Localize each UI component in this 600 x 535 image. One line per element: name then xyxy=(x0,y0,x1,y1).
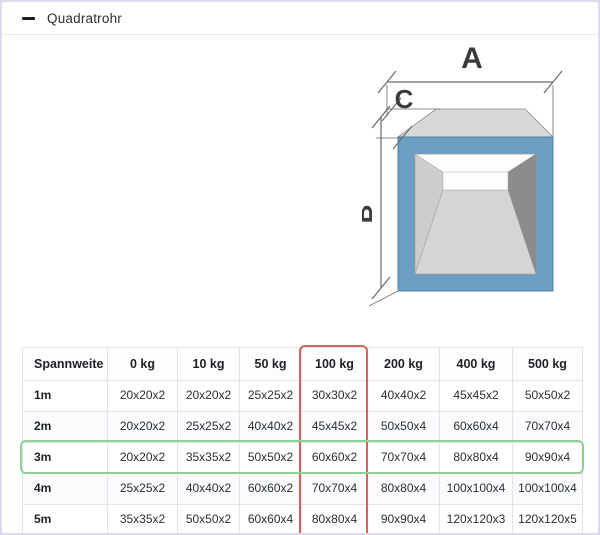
value-cell[interactable]: 40x40x2 xyxy=(239,411,302,443)
value-cell[interactable]: 35x35x2 xyxy=(177,441,240,474)
value-cell[interactable]: 20x20x2 xyxy=(107,411,178,443)
value-cell[interactable]: 35x35x2 xyxy=(107,503,178,533)
value-cell[interactable]: 70x70x4 xyxy=(367,441,440,474)
value-cell[interactable]: 40x40x2 xyxy=(367,380,440,413)
value-cell[interactable]: 100x100x4 xyxy=(439,472,513,505)
load-column-header[interactable]: 0 kg xyxy=(107,346,178,382)
table-row[interactable]: 1m 20x20x2 20x20x2 25x25x2 30x30x2 40x40x2 45x… xyxy=(22,380,583,413)
table-row[interactable]: 5m 35x35x2 50x50x2 60x60x4 80x80x4 90x90x4 120… xyxy=(22,503,583,533)
value-cell[interactable]: 100x100x4 xyxy=(512,472,583,505)
table-row[interactable]: 3m 20x20x2 35x35x2 50x50x2 60x60x2 70x70x4 80x… xyxy=(22,441,583,474)
table-wrap: Spannweite 0 kg 10 kg 50 kg 100 kg 200 kg 400 … xyxy=(20,345,584,533)
row-label-cell[interactable]: 2m xyxy=(22,411,108,443)
row-label-cell[interactable]: 1m xyxy=(22,380,108,413)
value-cell[interactable]: 25x25x2 xyxy=(239,380,302,413)
dimension-label-c: C xyxy=(395,84,414,114)
table-row[interactable]: 4m 25x25x2 40x40x2 60x60x2 70x70x4 80x80x4 100… xyxy=(22,472,583,505)
row-label-cell[interactable]: 4m xyxy=(22,472,108,505)
value-cell[interactable]: 70x70x4 xyxy=(301,472,368,505)
value-cell[interactable]: 60x60x2 xyxy=(239,472,302,505)
square-tube-svg: A C B xyxy=(348,42,563,307)
dimension-b-lines xyxy=(368,105,399,307)
value-cell[interactable]: 20x20x2 xyxy=(177,380,240,413)
dimension-label-b: B xyxy=(362,205,378,224)
value-cell[interactable]: 40x40x2 xyxy=(177,472,240,505)
table-row[interactable]: 2m 20x20x2 25x25x2 40x40x2 45x45x2 50x50x4 60x… xyxy=(22,411,583,443)
value-cell[interactable]: 50x50x2 xyxy=(512,380,583,413)
value-cell[interactable]: 30x30x2 xyxy=(301,380,368,413)
value-cell[interactable]: 80x80x4 xyxy=(301,503,368,533)
value-cell[interactable]: 120x120x3 xyxy=(439,503,513,533)
dimension-label-a: A xyxy=(461,42,483,75)
value-cell[interactable]: 50x50x2 xyxy=(177,503,240,533)
load-column-header[interactable]: 400 kg xyxy=(439,346,513,382)
value-cell[interactable]: 50x50x2 xyxy=(239,441,302,474)
square-tube-diagram: A C B xyxy=(348,38,594,307)
value-cell[interactable]: 120x120x5 xyxy=(512,503,583,533)
load-column-header[interactable]: 500 kg xyxy=(512,346,583,382)
spannweite-header[interactable]: Spannweite xyxy=(22,346,108,382)
value-cell[interactable]: 50x50x4 xyxy=(367,411,440,443)
row-label-cell[interactable]: 3m xyxy=(22,441,108,474)
dimension-c-lines xyxy=(376,97,440,150)
dimension-a-lines xyxy=(377,70,563,136)
row-label-cell[interactable]: 5m xyxy=(22,503,108,533)
tube-top-face xyxy=(396,108,554,138)
data-table: Spannweite 0 kg 10 kg 50 kg 100 kg 200 kg 400 … xyxy=(22,346,583,533)
load-column-header[interactable]: 50 kg xyxy=(239,346,302,382)
panel-title: Quadratrohr xyxy=(47,10,122,26)
value-cell[interactable]: 45x45x2 xyxy=(301,411,368,443)
value-cell[interactable]: 60x60x4 xyxy=(239,503,302,533)
value-cell[interactable]: 60x60x4 xyxy=(439,411,513,443)
tube-back-opening xyxy=(442,171,509,191)
value-cell[interactable]: 20x20x2 xyxy=(107,380,178,413)
value-cell[interactable]: 45x45x2 xyxy=(439,380,513,413)
load-column-header[interactable]: 10 kg xyxy=(177,346,240,382)
value-cell[interactable]: 80x80x4 xyxy=(367,472,440,505)
value-cell[interactable]: 70x70x4 xyxy=(512,411,583,443)
load-column-header[interactable]: 100 kg xyxy=(301,346,368,382)
value-cell[interactable]: 25x25x2 xyxy=(177,411,240,443)
value-cell[interactable]: 60x60x2 xyxy=(301,441,368,474)
load-column-header[interactable]: 200 kg xyxy=(367,346,440,382)
value-cell[interactable]: 25x25x2 xyxy=(107,472,178,505)
collapse-minus-icon[interactable] xyxy=(22,16,35,20)
value-cell[interactable]: 90x90x4 xyxy=(367,503,440,533)
panel-header: Quadratrohr xyxy=(2,2,598,35)
value-cell[interactable]: 90x90x4 xyxy=(512,441,583,474)
value-cell[interactable]: 20x20x2 xyxy=(107,441,178,474)
value-cell[interactable]: 80x80x4 xyxy=(439,441,513,474)
